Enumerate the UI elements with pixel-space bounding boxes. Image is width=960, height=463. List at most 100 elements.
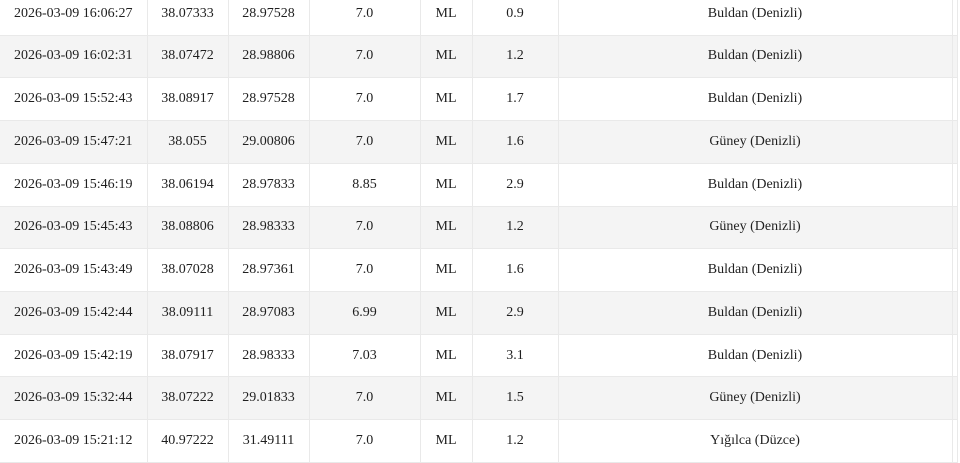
table-row: 2026-03-09 15:47:21 38.055 29.00806 7.0 … xyxy=(0,120,958,164)
cell-magnitude: 1.5 xyxy=(471,376,559,421)
cell-depth: 7.0 xyxy=(308,419,421,463)
cell-location: Güney (Denizli) xyxy=(557,120,953,164)
cell-filler xyxy=(951,162,958,207)
cell-depth: 7.0 xyxy=(308,376,421,421)
cell-latitude: 38.07472 xyxy=(146,34,229,79)
cell-magnitude: 1.7 xyxy=(471,77,559,122)
cell-magnitude-type: ML xyxy=(419,120,473,164)
cell-filler xyxy=(951,120,958,164)
cell-location: Buldan (Denizli) xyxy=(557,333,953,378)
cell-filler xyxy=(951,34,958,79)
cell-magnitude: 1.2 xyxy=(471,205,559,250)
cell-depth: 6.99 xyxy=(308,290,421,335)
cell-location: Güney (Denizli) xyxy=(557,376,953,421)
cell-magnitude-type: ML xyxy=(419,333,473,378)
cell-location: Buldan (Denizli) xyxy=(557,34,953,79)
cell-latitude: 38.07917 xyxy=(146,333,229,378)
cell-filler xyxy=(951,205,958,250)
cell-filler xyxy=(951,376,958,421)
cell-location: Buldan (Denizli) xyxy=(557,77,953,122)
cell-magnitude-type: ML xyxy=(419,162,473,207)
cell-longitude: 28.97528 xyxy=(227,0,310,36)
cell-location: Güney (Denizli) xyxy=(557,205,953,250)
cell-filler xyxy=(951,248,958,292)
cell-magnitude: 1.6 xyxy=(471,248,559,292)
cell-magnitude: 1.2 xyxy=(471,34,559,79)
cell-longitude: 28.97083 xyxy=(227,290,310,335)
cell-datetime: 2026-03-09 15:42:44 xyxy=(0,290,148,335)
cell-longitude: 28.98333 xyxy=(227,205,310,250)
cell-latitude: 40.97222 xyxy=(146,419,229,463)
cell-magnitude-type: ML xyxy=(419,0,473,36)
cell-depth: 7.03 xyxy=(308,333,421,378)
cell-depth: 7.0 xyxy=(308,120,421,164)
table-row: 2026-03-09 15:43:49 38.07028 28.97361 7.… xyxy=(0,248,958,292)
cell-depth: 7.0 xyxy=(308,248,421,292)
cell-filler xyxy=(951,0,958,36)
cell-longitude: 28.97833 xyxy=(227,162,310,207)
cell-depth: 7.0 xyxy=(308,77,421,122)
cell-longitude: 28.98806 xyxy=(227,34,310,79)
cell-longitude: 29.00806 xyxy=(227,120,310,164)
cell-magnitude: 3.1 xyxy=(471,333,559,378)
cell-longitude: 31.49111 xyxy=(227,419,310,463)
cell-magnitude-type: ML xyxy=(419,205,473,250)
table-row: 2026-03-09 15:42:19 38.07917 28.98333 7.… xyxy=(0,333,958,378)
table-row: 2026-03-09 15:32:44 38.07222 29.01833 7.… xyxy=(0,376,958,421)
cell-location: Buldan (Denizli) xyxy=(557,248,953,292)
cell-latitude: 38.07333 xyxy=(146,0,229,36)
cell-datetime: 2026-03-09 15:52:43 xyxy=(0,77,148,122)
cell-depth: 7.0 xyxy=(308,34,421,79)
cell-longitude: 29.01833 xyxy=(227,376,310,421)
table-row: 2026-03-09 15:45:43 38.08806 28.98333 7.… xyxy=(0,205,958,250)
cell-latitude: 38.06194 xyxy=(146,162,229,207)
cell-latitude: 38.07028 xyxy=(146,248,229,292)
cell-depth: 8.85 xyxy=(308,162,421,207)
table-row: 2026-03-09 15:52:43 38.08917 28.97528 7.… xyxy=(0,77,958,122)
cell-magnitude-type: ML xyxy=(419,419,473,463)
table-row: 2026-03-09 15:46:19 38.06194 28.97833 8.… xyxy=(0,162,958,207)
cell-filler xyxy=(951,290,958,335)
cell-magnitude-type: ML xyxy=(419,34,473,79)
cell-datetime: 2026-03-09 15:21:12 xyxy=(0,419,148,463)
cell-datetime: 2026-03-09 15:45:43 xyxy=(0,205,148,250)
cell-datetime: 2026-03-09 15:32:44 xyxy=(0,376,148,421)
cell-datetime: 2026-03-09 16:06:27 xyxy=(0,0,148,36)
cell-datetime: 2026-03-09 15:43:49 xyxy=(0,248,148,292)
cell-filler xyxy=(951,419,958,463)
cell-magnitude-type: ML xyxy=(419,77,473,122)
cell-depth: 7.0 xyxy=(308,0,421,36)
cell-filler xyxy=(951,333,958,378)
cell-datetime: 2026-03-09 15:46:19 xyxy=(0,162,148,207)
table-row: 2026-03-09 16:02:31 38.07472 28.98806 7.… xyxy=(0,34,958,79)
cell-datetime: 2026-03-09 16:02:31 xyxy=(0,34,148,79)
cell-location: Buldan (Denizli) xyxy=(557,0,953,36)
cell-magnitude-type: ML xyxy=(419,376,473,421)
cell-location: Buldan (Denizli) xyxy=(557,290,953,335)
cell-longitude: 28.97361 xyxy=(227,248,310,292)
cell-magnitude: 2.9 xyxy=(471,162,559,207)
cell-datetime: 2026-03-09 15:47:21 xyxy=(0,120,148,164)
table-row: 2026-03-09 16:06:27 38.07333 28.97528 7.… xyxy=(0,0,958,36)
table-row: 2026-03-09 15:42:44 38.09111 28.97083 6.… xyxy=(0,290,958,335)
cell-location: Yığılca (Düzce) xyxy=(557,419,953,463)
cell-longitude: 28.98333 xyxy=(227,333,310,378)
cell-datetime: 2026-03-09 15:42:19 xyxy=(0,333,148,378)
cell-filler xyxy=(951,77,958,122)
cell-magnitude: 1.2 xyxy=(471,419,559,463)
cell-location: Buldan (Denizli) xyxy=(557,162,953,207)
cell-magnitude: 2.9 xyxy=(471,290,559,335)
cell-latitude: 38.055 xyxy=(146,120,229,164)
cell-magnitude-type: ML xyxy=(419,290,473,335)
table-row: 2026-03-09 15:21:12 40.97222 31.49111 7.… xyxy=(0,419,958,463)
cell-magnitude: 0.9 xyxy=(471,0,559,36)
cell-depth: 7.0 xyxy=(308,205,421,250)
cell-latitude: 38.08806 xyxy=(146,205,229,250)
cell-latitude: 38.08917 xyxy=(146,77,229,122)
cell-magnitude: 1.6 xyxy=(471,120,559,164)
cell-latitude: 38.09111 xyxy=(146,290,229,335)
cell-longitude: 28.97528 xyxy=(227,77,310,122)
cell-latitude: 38.07222 xyxy=(146,376,229,421)
